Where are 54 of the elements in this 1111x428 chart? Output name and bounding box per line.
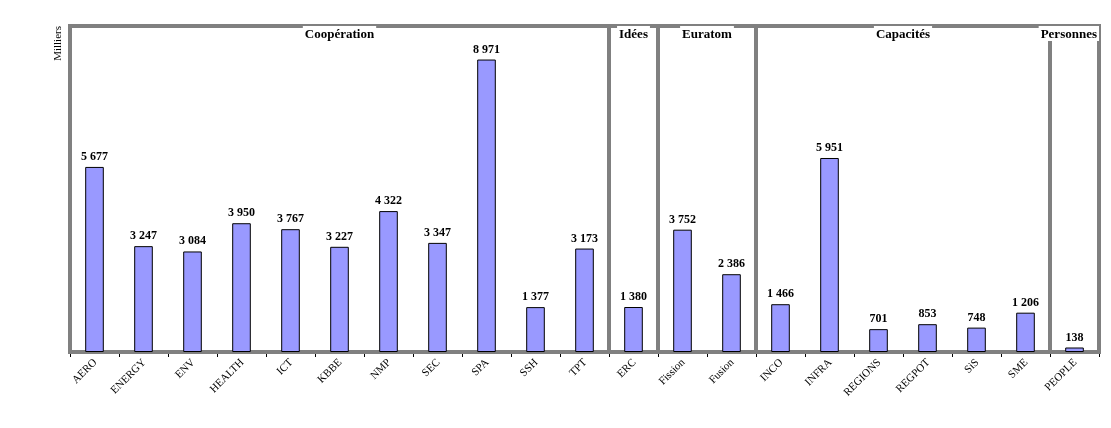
data-label: 3 767 (277, 211, 304, 226)
data-label: 1 466 (767, 286, 794, 301)
bar (379, 211, 398, 352)
data-label: 138 (1065, 329, 1084, 344)
band-label: Capacités (875, 26, 931, 41)
data-label: 3 173 (571, 230, 598, 245)
bar (673, 229, 692, 352)
bar (428, 242, 447, 352)
band-label: Personnes (1040, 26, 1097, 41)
bar (722, 274, 741, 352)
band-label: Idées (619, 26, 648, 41)
data-label: 3 227 (326, 228, 353, 243)
data-label: 3 950 (228, 205, 255, 220)
bar (575, 248, 594, 352)
band-label: Euratom (682, 26, 733, 41)
data-label: 3 084 (179, 233, 206, 248)
x-tick-label: SiS (961, 355, 981, 376)
bar (134, 246, 153, 352)
bar (281, 229, 300, 352)
data-label: 3 752 (669, 211, 696, 226)
bar (967, 327, 986, 352)
data-label: 748 (967, 309, 986, 324)
data-label: 4 322 (375, 193, 402, 208)
bar (477, 59, 496, 352)
y-axis-title: Milliers (50, 26, 63, 61)
x-tick-label: SPA (468, 355, 491, 378)
data-label: 1 206 (1012, 294, 1039, 309)
bar (85, 166, 104, 352)
data-label: 2 386 (718, 256, 745, 271)
bar (820, 158, 839, 352)
data-label: 853 (918, 306, 937, 321)
bar (918, 324, 937, 352)
bar (183, 251, 202, 352)
bar (771, 304, 790, 352)
x-tick-label: SSH (517, 355, 540, 379)
bar (624, 307, 643, 352)
bar (232, 223, 251, 352)
data-label: 701 (869, 311, 888, 326)
bar (1065, 347, 1084, 352)
data-label: 8 971 (473, 41, 500, 56)
data-label: 1 377 (522, 289, 549, 304)
x-tick-label: SEC (419, 355, 442, 379)
data-label: 3 347 (424, 224, 451, 239)
bar (526, 307, 545, 352)
data-label: 3 247 (130, 228, 157, 243)
bar (869, 329, 888, 352)
data-label: 1 380 (620, 289, 647, 304)
bar (330, 246, 349, 352)
x-tick-label: ICT (273, 355, 295, 377)
data-label: 5 677 (81, 148, 108, 163)
band-label: Coopération (304, 26, 375, 41)
data-label: 5 951 (816, 140, 843, 154)
bar (1016, 312, 1035, 352)
x-tick-label: TPT (566, 355, 589, 379)
